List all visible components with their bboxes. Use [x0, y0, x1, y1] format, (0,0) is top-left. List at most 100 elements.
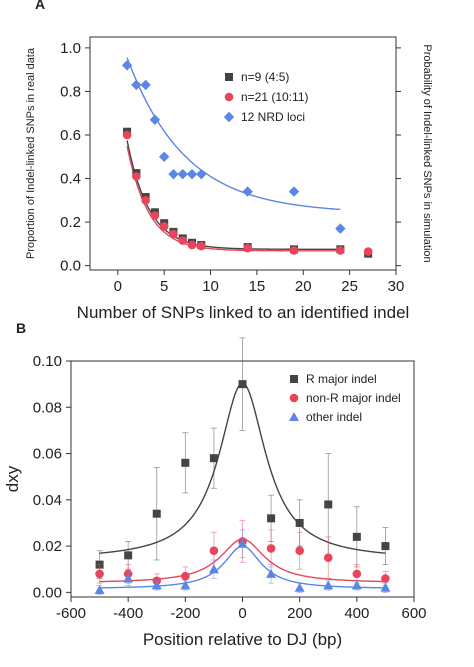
y-tick-label: 0.2: [60, 214, 81, 231]
data-point-series-2: [294, 582, 305, 592]
data-point-series-1: [159, 222, 169, 231]
legend-label-0: R major indel: [306, 372, 377, 386]
data-point-series-1: [122, 130, 132, 140]
data-point-series-1: [181, 571, 190, 581]
x-tick-label: -200: [170, 605, 200, 622]
legend-marker-0: [225, 73, 233, 81]
data-point-series-2: [151, 580, 162, 590]
data-point-series-1: [150, 211, 160, 220]
data-point-series-2: [208, 564, 219, 574]
data-point-series-0: [324, 500, 333, 509]
legend-marker-2: [289, 412, 299, 421]
data-point-series-2: [94, 585, 105, 595]
fit-curve-series-0: [126, 140, 341, 251]
data-point-series-2: [177, 168, 188, 180]
fit-curve-series-1: [126, 145, 341, 252]
data-point-series-1: [336, 246, 345, 255]
x-tick-label: 200: [287, 605, 312, 622]
data-point-series-1: [266, 544, 276, 553]
panel-b: B -600 -400 -200 0 200 400 600 0.00 0.02 0.04 0.06 0…: [3, 320, 427, 649]
y-tick-label: 0.02: [33, 538, 62, 555]
x-axis-title: Position relative to DJ (bp): [143, 630, 342, 649]
data-point-series-2: [121, 60, 133, 71]
x-tick-label: -600: [56, 605, 86, 622]
data-point-series-1: [178, 236, 188, 245]
legend-label-1: n=21 (10:11): [241, 90, 309, 104]
x-tick-label: 600: [401, 605, 426, 622]
data-point-series-2: [237, 538, 248, 548]
data-point-series-2: [196, 168, 207, 180]
data-point-series-0: [352, 532, 361, 541]
data-point-series-2: [180, 580, 191, 590]
legend-marker-0: [290, 375, 298, 383]
data-point-series-1: [95, 569, 104, 579]
fit-curve-series-2: [126, 57, 341, 211]
data-point-series-0: [238, 380, 247, 389]
y-axis-title-right: Probability of Indel-linked SNPs in simu…: [421, 44, 433, 262]
y-tick-label: 0.4: [60, 171, 81, 188]
x-axis-title: Number of SNPs linked to an identified i…: [77, 303, 410, 322]
data-point-series-2: [149, 114, 161, 125]
legend-marker-1: [289, 393, 299, 403]
data-point-series-1: [381, 574, 390, 583]
data-point-series-1: [323, 553, 333, 562]
data-point-series-2: [380, 582, 391, 592]
plot-frame: [89, 36, 397, 271]
panel-a: A 0 5 10 15 20 25 30 0.0 0.2 0.4 0.6 0.8 1.0 Number of…: [25, 0, 433, 322]
legend-marker-1: [224, 92, 234, 102]
data-point-series-1: [243, 243, 252, 253]
y-axis-title: Proportion of Indel-linked SNPs in real …: [25, 47, 37, 259]
data-point-series-0: [381, 542, 390, 551]
y-tick-label: 0.0: [60, 258, 81, 275]
data-point-series-0: [152, 509, 161, 518]
data-point-series-0: [124, 551, 133, 560]
y-tick-label: 0.06: [33, 446, 62, 463]
data-point-series-0: [267, 514, 276, 523]
legend-label-1: non-R major indel: [306, 391, 401, 405]
panel-label: B: [16, 320, 26, 336]
data-point-series-1: [132, 172, 141, 181]
data-point-series-1: [352, 569, 362, 579]
x-tick-label: 20: [295, 278, 312, 295]
data-point-series-2: [168, 168, 179, 180]
data-point-series-2: [335, 223, 346, 234]
x-tick-label: 25: [341, 278, 358, 295]
data-point-series-1: [187, 240, 197, 250]
data-point-series-1: [141, 196, 150, 205]
data-point-series-1: [169, 229, 178, 239]
legend-marker-2: [223, 111, 235, 123]
y-tick-label: 0.08: [33, 399, 62, 416]
data-point-series-1: [209, 546, 219, 556]
y-tick-label: 1.0: [60, 40, 81, 57]
data-point-series-2: [158, 151, 170, 162]
x-tick-label: 0: [114, 278, 122, 295]
y-tick-label: 0.8: [60, 83, 81, 100]
y-tick-label: 0.00: [33, 584, 62, 601]
data-point-series-1: [289, 246, 299, 255]
data-point-series-2: [323, 580, 334, 590]
legend-label-2: other indel: [306, 410, 362, 424]
data-point-series-0: [209, 454, 218, 463]
data-point-series-1: [196, 241, 206, 251]
data-point-series-2: [266, 568, 277, 578]
x-tick-label: 10: [202, 278, 219, 295]
legend-label-0: n=9 (4:5): [241, 70, 289, 84]
x-tick-label: 15: [249, 278, 266, 295]
y-tick-label: 0.04: [33, 492, 62, 509]
panel-label: A: [35, 0, 45, 12]
data-point-series-2: [140, 79, 151, 91]
x-tick-label: 30: [388, 278, 405, 295]
data-point-series-1: [295, 546, 304, 556]
data-point-series-2: [242, 186, 253, 197]
data-point-series-2: [131, 79, 142, 91]
data-point-series-2: [351, 580, 362, 590]
data-point-series-0: [181, 458, 190, 467]
data-point-series-0: [295, 518, 304, 527]
data-point-series-2: [186, 168, 198, 180]
y-tick-label: 0.6: [60, 127, 81, 144]
x-tick-label: -400: [113, 605, 143, 622]
x-tick-label: 5: [160, 278, 168, 295]
data-point-series-2: [288, 186, 300, 197]
data-point-series-2: [123, 573, 134, 583]
